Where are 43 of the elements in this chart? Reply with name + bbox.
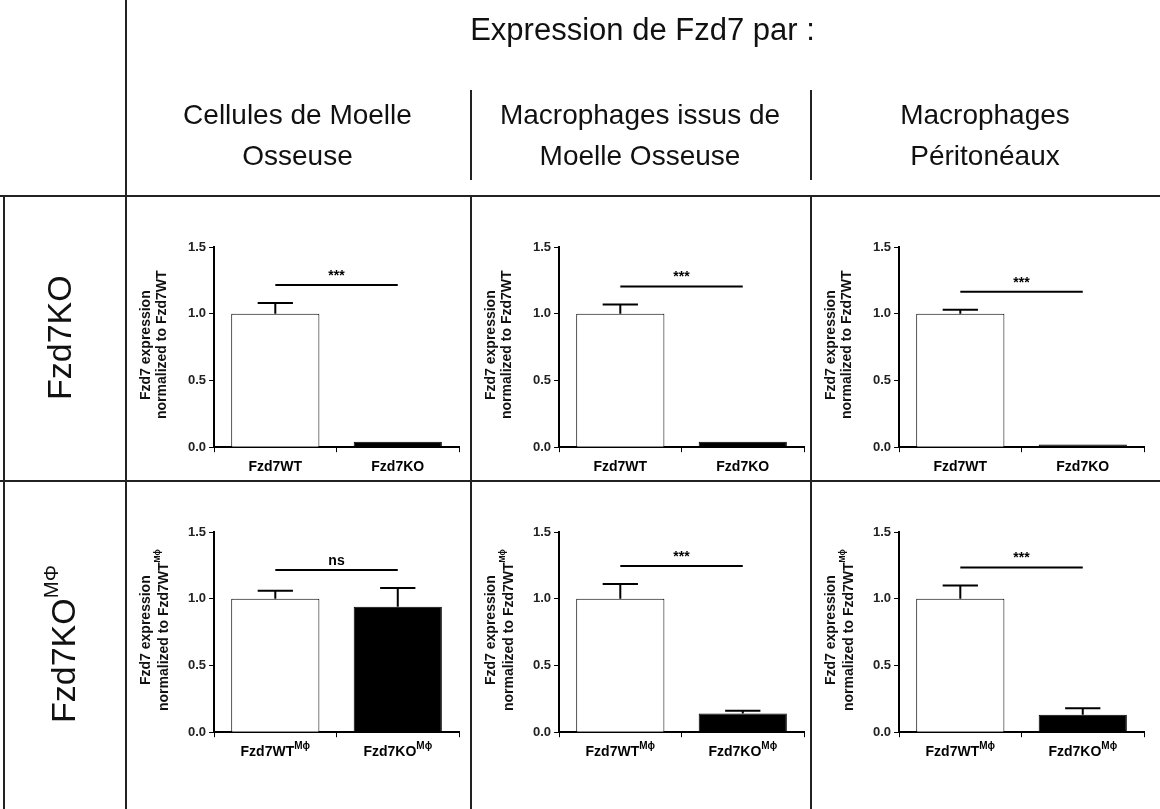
text: Expression de Fzd7 par : bbox=[469, 12, 816, 48]
y-tick-label: 0.0 bbox=[532, 723, 552, 739]
annotation: *** bbox=[673, 268, 691, 285]
annotation: *** bbox=[1013, 273, 1031, 290]
y-tick-label: 0.0 bbox=[872, 438, 892, 454]
x-tick-label: Fzd7WT bbox=[248, 458, 303, 475]
y-tick-label: 0.5 bbox=[532, 657, 552, 673]
y-tick-label: 1.5 bbox=[532, 523, 552, 539]
y-tick-label: 1.0 bbox=[187, 305, 207, 321]
y-tick-label: 1.0 bbox=[532, 305, 552, 321]
x-tick-label: Fzd7KO bbox=[1056, 458, 1110, 475]
text: Macrophages Péritonéaux bbox=[899, 98, 1071, 173]
y-tick-label: 1.5 bbox=[187, 238, 207, 254]
y-tick-label: 0.5 bbox=[872, 657, 892, 673]
text: Macrophages issus de Moelle Osseuse bbox=[498, 98, 782, 173]
annotation: ns bbox=[328, 552, 345, 569]
x-tick-label: Fzd7KO bbox=[716, 458, 770, 475]
y-tick-label: 0.5 bbox=[872, 372, 892, 388]
y-tick-label: 0.5 bbox=[532, 372, 552, 388]
y-axis-title: Fzd7 expression normalized to Fzd7WT bbox=[482, 269, 515, 422]
y-tick-label: 0.0 bbox=[872, 723, 892, 739]
x-tick-label: Fzd7WT bbox=[593, 458, 648, 475]
y-tick-label: 1.0 bbox=[872, 590, 892, 606]
y-tick-label: 0.0 bbox=[187, 438, 207, 454]
y-tick-label: 0.5 bbox=[187, 372, 207, 388]
x-tick-label: Fzd7KO bbox=[371, 458, 425, 475]
text: Cellules de Moelle Osseuse bbox=[182, 98, 413, 173]
y-tick-label: 1.5 bbox=[872, 238, 892, 254]
y-tick-label: 0.0 bbox=[532, 438, 552, 454]
annotation: *** bbox=[1013, 549, 1031, 566]
y-tick-label: 1.0 bbox=[187, 590, 207, 606]
y-tick-label: 1.5 bbox=[532, 238, 552, 254]
y-axis-title: Fzd7 expression normalized to Fzd7WT bbox=[137, 269, 170, 422]
y-axis-title: Fzd7 expression normalized to Fzd7WT bbox=[822, 269, 855, 422]
y-tick-label: 0.0 bbox=[187, 723, 207, 739]
y-tick-label: 1.0 bbox=[872, 305, 892, 321]
x-tick-label: Fzd7WT bbox=[933, 458, 988, 475]
y-tick-label: 1.5 bbox=[872, 523, 892, 539]
y-tick-label: 1.0 bbox=[532, 590, 552, 606]
y-tick-label: 1.5 bbox=[187, 523, 207, 539]
y-tick-label: 0.5 bbox=[187, 657, 207, 673]
annotation: *** bbox=[673, 548, 691, 565]
annotation: *** bbox=[328, 267, 346, 284]
